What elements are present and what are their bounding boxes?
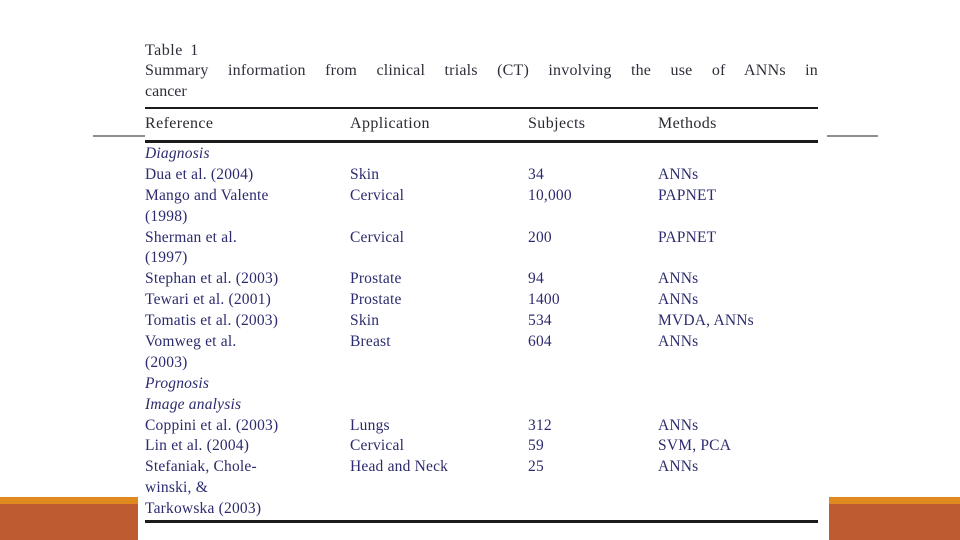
table-row: winski, & — [145, 478, 818, 499]
table-row: (2003) — [145, 353, 818, 374]
cell-subjects: 94 — [528, 270, 544, 288]
cell-subjects: 604 — [528, 333, 552, 351]
table-row: Mango and Valente Cervical 10,000 PAPNET — [145, 186, 818, 207]
cell-application — [350, 353, 528, 374]
cell-reference: Vomweg et al. — [145, 333, 237, 351]
table-row: Stefaniak, Chole- Head and Neck 25 ANNs — [145, 457, 818, 478]
cell-subjects — [528, 248, 658, 269]
table-row: Tomatis et al. (2003) Skin 534 MVDA, ANNs — [145, 311, 818, 332]
cell-methods — [658, 248, 818, 269]
table-row: Tewari et al. (2001) Prostate 1400 ANNs — [145, 290, 818, 311]
section-label: Prognosis — [145, 374, 210, 392]
table-top-rule — [145, 107, 818, 109]
column-header-methods: Methods — [658, 115, 717, 132]
table-row: (1998) — [145, 207, 818, 228]
slide-divider-line-left — [93, 135, 145, 137]
cell-methods — [658, 207, 818, 228]
section-label: Image analysis — [145, 395, 242, 413]
column-header-subjects: Subjects — [528, 115, 586, 132]
table-section-row: Prognosis — [145, 374, 818, 395]
table-row: Lin et al. (2004) Cervical 59 SVM, PCA — [145, 436, 818, 457]
cell-subjects: 200 — [528, 228, 552, 246]
cell-methods — [658, 499, 818, 520]
table-bottom-rule — [145, 520, 818, 523]
table-header-row: Reference Application Subjects Methods — [145, 115, 818, 133]
cell-reference: (1998) — [145, 207, 188, 225]
cell-reference: Lin et al. (2004) — [145, 437, 250, 455]
cell-subjects — [528, 499, 658, 520]
cell-application: Skin — [350, 165, 380, 183]
cell-subjects: 34 — [528, 165, 544, 183]
table-row: Tarkowska (2003) — [145, 499, 818, 520]
cell-reference: Sherman et al. — [145, 228, 237, 246]
cell-subjects: 59 — [528, 437, 544, 455]
cell-reference: Stephan et al. (2003) — [145, 270, 279, 288]
cell-application: Cervical — [350, 186, 405, 204]
cell-methods — [658, 353, 818, 374]
cell-reference: (1997) — [145, 249, 188, 267]
accent-bar-bottom-right — [829, 497, 960, 540]
cell-subjects: 312 — [528, 416, 552, 434]
table-section-row: Image analysis — [145, 395, 818, 416]
table-header-rule — [145, 140, 818, 143]
cell-subjects: 25 — [528, 458, 544, 476]
cell-application: Prostate — [350, 270, 402, 288]
section-label: Diagnosis — [145, 145, 210, 162]
cell-methods: ANNs — [658, 165, 699, 183]
table-title-line1: Summary information from clinical trials… — [145, 62, 818, 79]
cell-reference: Stefaniak, Chole- — [145, 458, 257, 476]
table-row: Coppini et al. (2003) Lungs 312 ANNs — [145, 416, 818, 437]
table-body: Diagnosis Dua et al. (2004) Skin 34 ANNs Mang… — [145, 144, 818, 520]
cell-subjects — [528, 478, 658, 499]
table-row: Stephan et al. (2003) Prostate 94 ANNs — [145, 269, 818, 290]
column-header-reference: Reference — [145, 115, 214, 132]
cell-application — [350, 478, 528, 499]
table-row: Vomweg et al. Breast 604 ANNs — [145, 332, 818, 353]
cell-application: Cervical — [350, 437, 405, 455]
cell-reference: Mango and Valente — [145, 186, 269, 204]
cell-methods: PAPNET — [658, 186, 717, 204]
cell-subjects — [528, 353, 658, 374]
cell-methods: ANNs — [658, 270, 699, 288]
table-row: (1997) — [145, 248, 818, 269]
cell-reference: Coppini et al. (2003) — [145, 416, 279, 434]
cell-subjects — [528, 207, 658, 228]
slide-divider-line-right — [827, 135, 878, 137]
cell-subjects: 10,000 — [528, 186, 572, 204]
cell-methods: ANNs — [658, 416, 699, 434]
table-row: Dua et al. (2004) Skin 34 ANNs — [145, 165, 818, 186]
column-header-application: Application — [350, 115, 430, 132]
cell-reference: (2003) — [145, 353, 188, 371]
cell-methods: SVM, PCA — [658, 437, 732, 455]
cell-subjects: 534 — [528, 312, 552, 330]
cell-application — [350, 499, 528, 520]
table-section-row: Diagnosis — [145, 144, 818, 165]
table-caption: Table 1 — [145, 42, 199, 59]
cell-reference: Tarkowska (2003) — [145, 500, 262, 518]
accent-bar-bottom-left — [0, 497, 138, 540]
cell-methods: ANNs — [658, 291, 699, 309]
cell-application — [350, 248, 528, 269]
cell-application: Lungs — [350, 416, 390, 434]
cell-application: Head and Neck — [350, 458, 449, 476]
cell-application: Skin — [350, 312, 380, 330]
cell-subjects: 1400 — [528, 291, 560, 309]
cell-application: Breast — [350, 333, 391, 351]
cell-application: Prostate — [350, 291, 402, 309]
cell-reference: winski, & — [145, 479, 208, 497]
cell-methods: ANNs — [658, 458, 699, 476]
cell-methods: ANNs — [658, 333, 699, 351]
cell-reference: Tewari et al. (2001) — [145, 291, 272, 309]
cell-methods — [658, 478, 818, 499]
table-row: Sherman et al. Cervical 200 PAPNET — [145, 228, 818, 249]
cell-reference: Dua et al. (2004) — [145, 165, 254, 183]
cell-reference: Tomatis et al. (2003) — [145, 312, 279, 330]
cell-methods: PAPNET — [658, 228, 717, 246]
cell-application — [350, 207, 528, 228]
table-title-line2: cancer — [145, 83, 187, 100]
cell-application: Cervical — [350, 228, 405, 246]
cell-methods: MVDA, ANNs — [658, 312, 754, 330]
table-figure: Table 1 Summary information from clinica… — [145, 0, 818, 540]
